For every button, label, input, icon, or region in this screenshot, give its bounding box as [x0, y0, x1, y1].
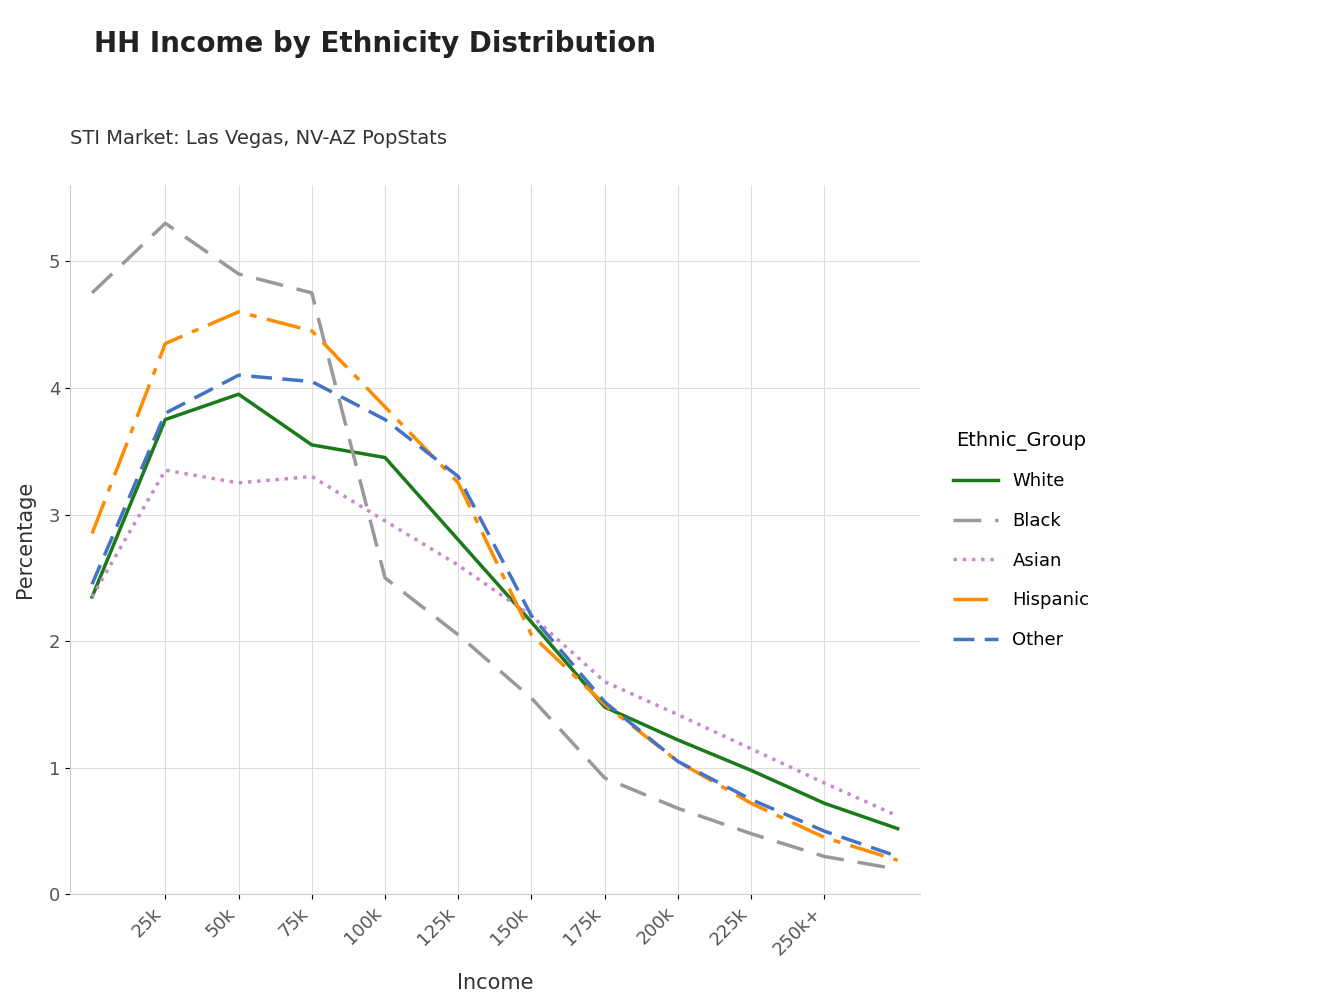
Asian [157, 464, 173, 476]
Line: White: White [93, 394, 898, 829]
Black [304, 287, 320, 299]
Asian [669, 709, 685, 721]
Hispanic [597, 699, 613, 711]
Line: Black: Black [93, 223, 898, 869]
White [85, 591, 101, 603]
White [157, 413, 173, 425]
Other [304, 376, 320, 388]
Other [230, 369, 246, 381]
Asian [85, 591, 101, 603]
Hispanic [523, 629, 539, 641]
Hispanic [743, 797, 759, 809]
Hispanic [890, 854, 906, 866]
Text: STI Market: Las Vegas, NV-AZ PopStats: STI Market: Las Vegas, NV-AZ PopStats [70, 129, 448, 147]
Legend: White, Black, Asian, Hispanic, Other: White, Black, Asian, Hispanic, Other [946, 423, 1097, 656]
Line: Other: Other [93, 375, 898, 857]
Black [597, 772, 613, 784]
Asian [816, 777, 832, 789]
Asian [230, 477, 246, 489]
White [743, 764, 759, 776]
White [669, 734, 685, 746]
Hispanic [157, 338, 173, 350]
White [230, 388, 246, 400]
Black [816, 851, 832, 863]
Other [743, 793, 759, 805]
Asian [743, 743, 759, 755]
Hispanic [669, 755, 685, 767]
Hispanic [816, 832, 832, 844]
White [890, 823, 906, 835]
Black [450, 629, 466, 641]
Other [157, 407, 173, 419]
Other [85, 579, 101, 591]
Hispanic [230, 305, 246, 318]
Other [890, 851, 906, 863]
Asian [450, 559, 466, 572]
Other [597, 696, 613, 708]
Line: Hispanic: Hispanic [93, 311, 898, 860]
Black [669, 802, 685, 814]
Black [890, 863, 906, 875]
Other [816, 826, 832, 838]
Asian [597, 675, 613, 687]
White [597, 701, 613, 713]
Asian [304, 471, 320, 483]
Line: Asian: Asian [93, 470, 898, 815]
Asian [523, 610, 539, 622]
White [523, 616, 539, 628]
Black [85, 287, 101, 299]
Hispanic [376, 401, 392, 413]
Asian [890, 809, 906, 822]
X-axis label: Income: Income [457, 973, 534, 993]
Black [376, 572, 392, 584]
Black [157, 217, 173, 229]
Other [523, 610, 539, 622]
Black [230, 268, 246, 280]
White [376, 452, 392, 464]
Text: HH Income by Ethnicity Distribution: HH Income by Ethnicity Distribution [94, 30, 656, 58]
Asian [376, 515, 392, 527]
Black [743, 828, 759, 840]
White [816, 797, 832, 809]
Black [523, 692, 539, 705]
Other [669, 755, 685, 767]
Other [450, 471, 466, 483]
Other [376, 413, 392, 425]
Y-axis label: Percentage: Percentage [15, 481, 35, 599]
Hispanic [450, 477, 466, 489]
Hispanic [85, 527, 101, 539]
White [304, 438, 320, 451]
Hispanic [304, 325, 320, 337]
White [450, 534, 466, 546]
